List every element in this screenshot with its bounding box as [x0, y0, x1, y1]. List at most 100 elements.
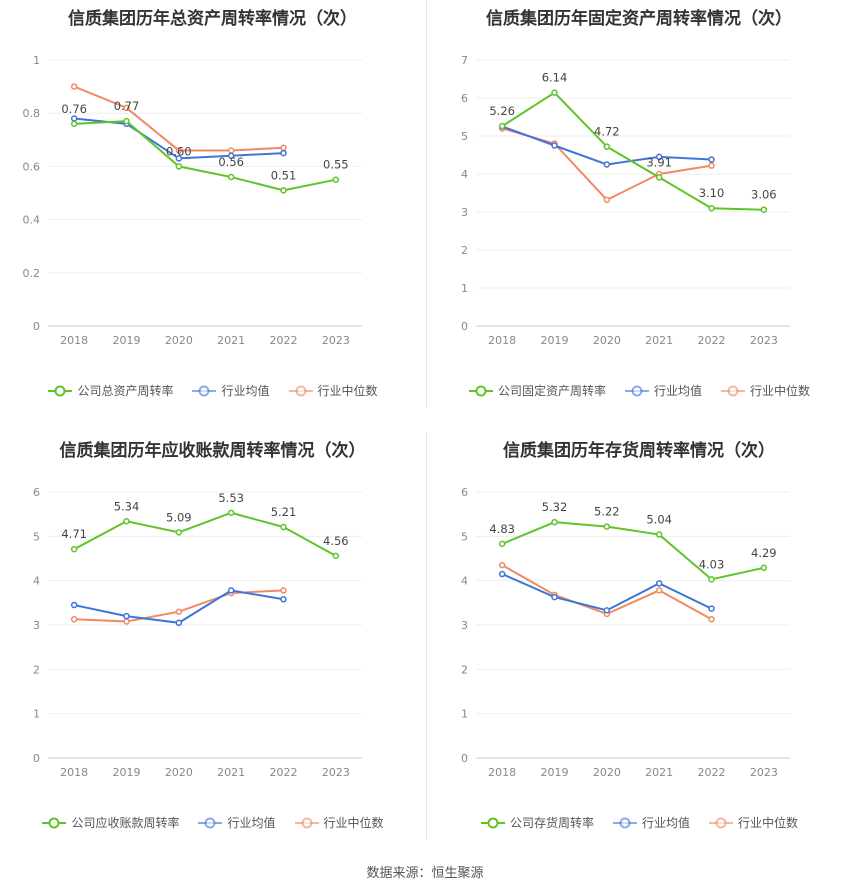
y-tick-label: 0 [461, 752, 468, 765]
legend-item-company[interactable]: 公司固定资产周转率 [468, 382, 606, 399]
legend-marker-company-icon [42, 817, 67, 828]
legend-item-avg[interactable]: 行业均值 [191, 382, 270, 399]
data-point-avg [603, 607, 611, 614]
y-tick-label: 0.4 [23, 214, 41, 227]
x-tick-label: 2019 [113, 334, 141, 347]
legend-item-avg[interactable]: 行业均值 [197, 814, 276, 831]
x-tick-label: 2019 [541, 334, 569, 347]
data-point-median [708, 615, 715, 623]
y-tick-label: 4 [461, 575, 468, 588]
series-line-avg [73, 589, 284, 624]
x-tick-label: 2019 [113, 766, 141, 779]
y-tick-label: 0 [33, 320, 40, 333]
data-label: 5.21 [271, 505, 297, 519]
legend-marker-avg-icon [612, 817, 637, 828]
y-tick-label: 6 [33, 486, 40, 499]
y-tick-label: 2 [33, 663, 40, 676]
data-point-company [551, 518, 558, 526]
data-point-company [603, 143, 611, 150]
legend-label: 行业均值 [227, 816, 276, 830]
x-tick-label: 2021 [645, 334, 673, 347]
chart-panel-fixed-asset-turnover: 信质集团历年固定资产周转率情况（次） 0 1 2 3 4 5 6 7 2018 2019 2020 2… [428, 0, 850, 410]
data-point-median [280, 587, 287, 594]
data-label: 0.51 [271, 168, 297, 182]
x-tick-label: 2023 [322, 766, 350, 779]
legend-marker-avg-icon [624, 385, 649, 396]
series-line-company [501, 521, 765, 581]
x-tick-label: 2023 [750, 766, 778, 779]
data-point-company [280, 187, 287, 194]
legend-marker-median-icon [721, 385, 745, 396]
y-tick-label: 2 [461, 663, 468, 676]
data-point-company [227, 173, 235, 181]
y-tick-label: 4 [33, 575, 40, 588]
x-tick-label: 2020 [593, 334, 621, 347]
legend-item-median[interactable]: 行业中位数 [708, 814, 798, 831]
legend-label: 行业中位数 [317, 384, 378, 398]
data-point-median [70, 83, 78, 90]
data-label: 4.56 [323, 534, 349, 548]
legend-marker-median-icon [288, 385, 313, 396]
data-point-company [603, 523, 611, 530]
data-point-avg [603, 161, 611, 168]
data-label: 4.71 [61, 527, 87, 541]
data-point-avg [551, 142, 558, 149]
data-point-company [227, 509, 235, 517]
legend-item-median[interactable]: 行业中位数 [288, 382, 378, 399]
legend-marker-company-icon [480, 817, 505, 828]
legend-item-avg[interactable]: 行业均值 [612, 814, 690, 831]
data-point-avg [70, 115, 78, 122]
data-point-avg [227, 587, 235, 594]
data-point-company [332, 176, 340, 183]
data-point-avg [70, 601, 78, 609]
data-point-avg [551, 593, 558, 601]
chart-svg: 0 0.2 0.4 0.6 0.8 1 2018 2019 2020 2021 2022 2023 0.… [23, 54, 362, 347]
y-tick-label: 0 [33, 752, 40, 765]
y-tick-label: 3 [461, 619, 468, 632]
chart-legend: 公司固定资产周转率 行业均值 行业中位数 [428, 382, 850, 399]
data-point-avg [498, 570, 506, 578]
data-label: 4.29 [751, 546, 777, 560]
data-point-median [123, 104, 130, 112]
x-tick-label: 2019 [541, 766, 569, 779]
chart-panel-receivables-turnover: 信质集团历年应收账款周转率情况（次） 0 1 2 3 4 5 6 2018 2019 2020 20… [0, 432, 425, 842]
chart-title: 信质集团历年固定资产周转率情况（次） [486, 9, 792, 29]
legend-label: 行业中位数 [738, 816, 799, 830]
legend-item-avg[interactable]: 行业均值 [624, 382, 702, 399]
y-tick-label: 1 [461, 708, 468, 721]
legend-label: 行业中位数 [323, 816, 384, 830]
legend-item-company[interactable]: 公司应收账款周转率 [41, 814, 179, 831]
data-point-median [655, 587, 663, 594]
data-label: 0.77 [114, 99, 140, 113]
x-tick-label: 2022 [698, 766, 726, 779]
y-tick-label: 3 [461, 206, 468, 219]
data-point-company [655, 174, 663, 181]
data-label: 0.56 [218, 155, 244, 169]
legend-marker-avg-icon [192, 385, 217, 396]
series-line-avg [501, 573, 712, 612]
y-tick-label: 6 [461, 486, 468, 499]
data-point-median [280, 144, 287, 152]
chart-svg: 0 1 2 3 4 5 6 2018 2019 2020 2021 2022 2023 4.71 5.34 5… [33, 486, 362, 779]
chart-title: 信质集团历年存货周转率情况（次） [503, 441, 775, 461]
data-point-company [70, 120, 78, 128]
data-label: 6.14 [542, 71, 568, 85]
legend-item-company[interactable]: 公司总资产周转率 [47, 382, 173, 399]
y-tick-label: 0.8 [23, 107, 41, 120]
data-label: 5.04 [646, 513, 672, 527]
x-tick-label: 2022 [698, 334, 726, 347]
legend-item-median[interactable]: 行业中位数 [294, 814, 384, 831]
data-label: 0.60 [166, 144, 192, 158]
legend-marker-median-icon [709, 817, 733, 828]
y-tick-label: 1 [33, 54, 40, 67]
data-label: 3.91 [646, 155, 672, 169]
x-tick-label: 2023 [322, 334, 350, 347]
legend-item-median[interactable]: 行业中位数 [720, 382, 810, 399]
data-point-median [175, 147, 183, 154]
y-tick-label: 0.2 [23, 267, 41, 280]
data-point-company [70, 545, 78, 553]
data-point-median [70, 615, 78, 623]
legend-item-company[interactable]: 公司存货周转率 [480, 814, 594, 831]
chart-svg: 0 1 2 3 4 5 6 7 2018 2019 2020 2021 2022 2023 5.26 6.14… [461, 54, 790, 347]
legend-marker-median-icon [294, 817, 319, 828]
